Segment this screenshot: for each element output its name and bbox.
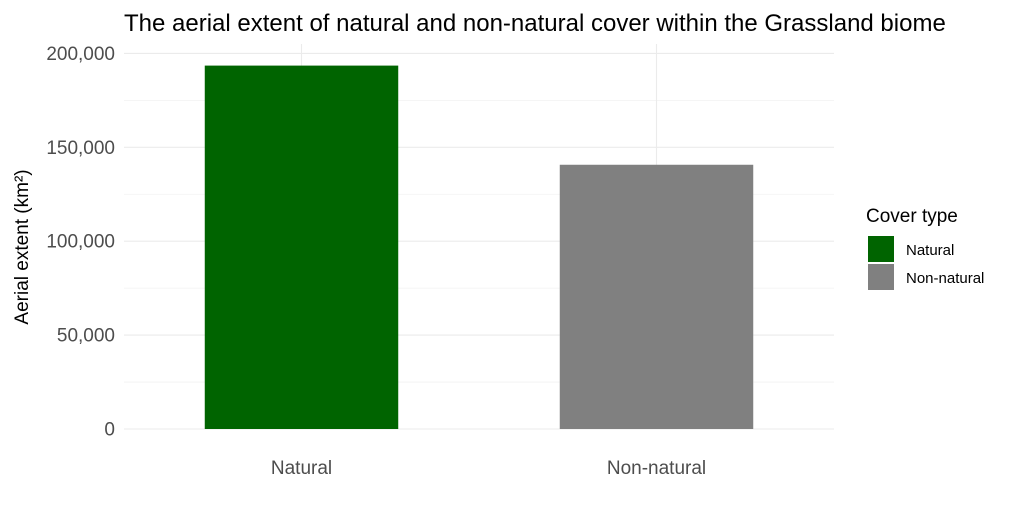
legend: Cover type Natural Non-natural xyxy=(866,206,984,290)
y-tick-label: 200,000 xyxy=(46,44,115,65)
y-tick-label: 100,000 xyxy=(46,232,115,253)
x-tick-label: Non-natural xyxy=(607,458,706,479)
legend-swatch xyxy=(868,264,894,290)
legend-title: Cover type xyxy=(866,206,958,227)
bars xyxy=(204,65,754,429)
legend-label: Non-natural xyxy=(906,270,984,287)
x-axis-ticks: Natural Non-natural xyxy=(271,458,706,479)
legend-swatch xyxy=(868,236,894,262)
y-axis-title: Aerial extent (km²) xyxy=(12,169,33,324)
y-tick-label: 50,000 xyxy=(57,326,115,347)
chart-title: The aerial extent of natural and non-nat… xyxy=(124,10,946,37)
x-tick-label: Natural xyxy=(271,458,332,479)
y-axis-ticks: 0 50,000 100,000 150,000 200,000 xyxy=(46,44,115,441)
legend-items: Natural Non-natural xyxy=(868,236,984,290)
bar-non-natural xyxy=(559,164,754,429)
legend-label: Natural xyxy=(906,242,954,259)
bar-natural xyxy=(204,65,399,429)
y-tick-label: 0 xyxy=(104,420,115,441)
y-tick-label: 150,000 xyxy=(46,138,115,159)
